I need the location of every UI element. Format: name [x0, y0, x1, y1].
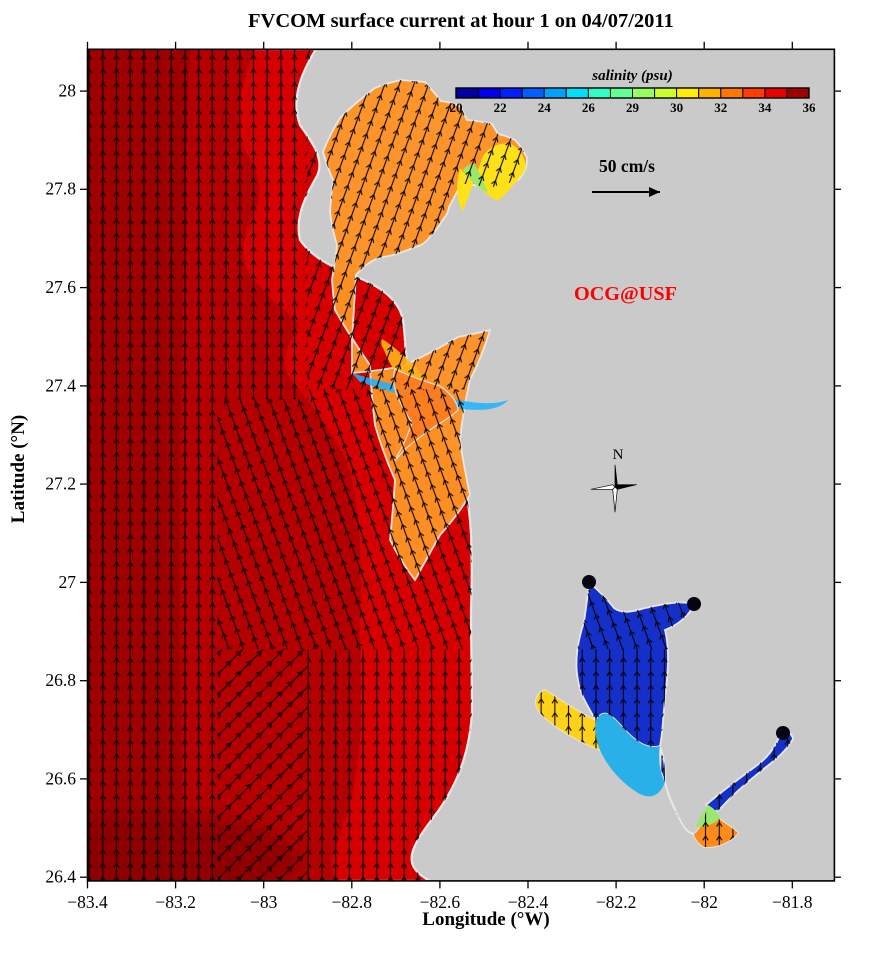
svg-text:27.2: 27.2	[45, 474, 76, 494]
svg-text:30: 30	[670, 100, 683, 115]
svg-text:36: 36	[803, 100, 817, 115]
svg-text:27.4: 27.4	[45, 375, 76, 395]
svg-text:FVCOM surface current at hour: FVCOM surface current at hour 1 on 04/07…	[248, 10, 674, 32]
svg-text:−83.4: −83.4	[67, 892, 108, 912]
svg-text:20: 20	[450, 100, 463, 115]
svg-text:27.8: 27.8	[45, 179, 76, 199]
svg-text:salinity (psu): salinity (psu)	[591, 68, 672, 84]
svg-text:Longitude (°W): Longitude (°W)	[422, 909, 549, 930]
svg-text:26.8: 26.8	[45, 670, 76, 690]
svg-text:32: 32	[714, 100, 727, 115]
svg-text:−83.2: −83.2	[155, 892, 196, 912]
svg-text:50 cm/s: 50 cm/s	[599, 156, 655, 176]
svg-text:26.6: 26.6	[45, 768, 76, 788]
svg-text:−83: −83	[250, 892, 278, 912]
svg-text:−82.2: −82.2	[596, 892, 637, 912]
svg-text:28: 28	[59, 81, 77, 101]
svg-text:−81.8: −81.8	[772, 892, 813, 912]
svg-text:−82: −82	[691, 892, 718, 912]
svg-text:27: 27	[59, 572, 77, 592]
svg-text:26: 26	[582, 100, 596, 115]
svg-text:26.4: 26.4	[45, 867, 76, 887]
svg-text:24: 24	[538, 100, 552, 115]
svg-text:29: 29	[626, 100, 640, 115]
svg-text:22: 22	[494, 100, 507, 115]
svg-text:34: 34	[758, 100, 772, 115]
svg-text:N: N	[613, 447, 624, 463]
svg-text:−82.8: −82.8	[332, 892, 373, 912]
svg-text:OCG@USF: OCG@USF	[574, 283, 677, 305]
svg-text:27.6: 27.6	[45, 277, 76, 297]
svg-text:Latitude (°N): Latitude (°N)	[8, 415, 29, 523]
